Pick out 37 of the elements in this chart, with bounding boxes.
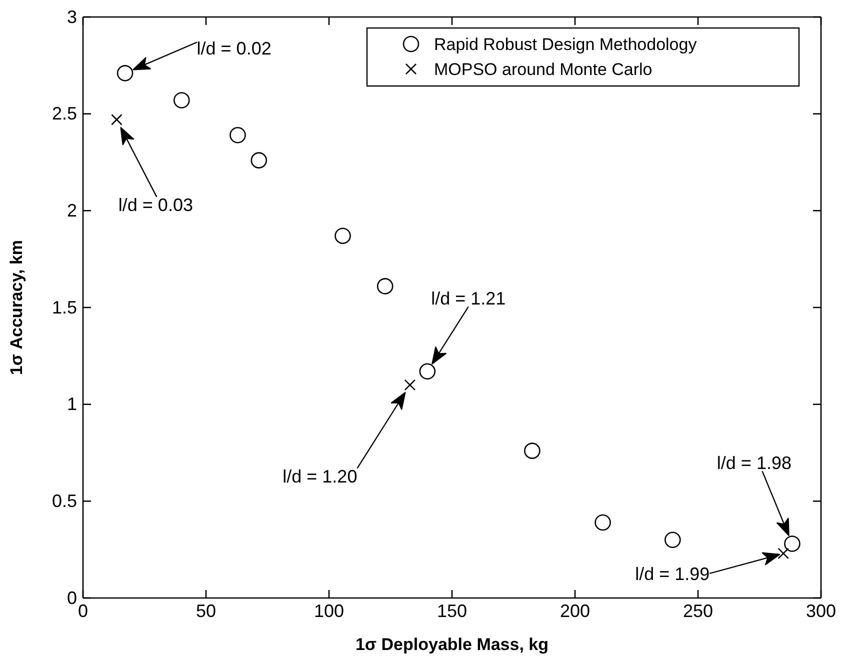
point (116, 65, 134, 82)
point (334, 228, 351, 244)
point (594, 514, 611, 531)
x-tick-label: 250 (682, 600, 714, 621)
y-tick-label: 2.5 (52, 104, 77, 124)
y-tick-label: 3 (66, 6, 77, 27)
point (230, 126, 246, 144)
annotation: l/d = 0.03 (118, 194, 193, 215)
point (784, 536, 800, 552)
y-tick-label: 1.5 (52, 297, 77, 318)
annotation: l/d = 1.98 (716, 453, 792, 474)
x-tick-label: 100 (314, 600, 344, 621)
annotation: l/d = 1.20 (282, 466, 358, 486)
y-tick-label: 1 (66, 394, 77, 414)
point (524, 442, 540, 459)
point (664, 532, 681, 548)
legend-label: MOPSO around Monte Carlo (434, 60, 652, 79)
x-tick-label: 200 (560, 600, 590, 621)
x-tick-label: 150 (436, 600, 468, 621)
x-tick-label: 50 (196, 600, 216, 621)
y-tick-label: 2 (66, 200, 77, 220)
x-axis-title: 1σ Deployable Mass, kg (355, 635, 549, 654)
point (111, 114, 122, 126)
point (376, 278, 394, 294)
y-tick-label: 0.5 (52, 490, 77, 511)
y-axis-title: 1σ Accuracy, km (7, 240, 26, 376)
annotation: l/d = 1.21 (431, 288, 506, 309)
point (250, 152, 268, 168)
x-tick-label: 300 (806, 600, 836, 621)
legend-label: Rapid Robust Design Methodology (434, 34, 698, 54)
point (173, 92, 190, 108)
annotation: l/d = 0.02 (196, 38, 272, 58)
annotation: l/d = 1.99 (635, 564, 710, 584)
point (778, 548, 790, 560)
point (419, 363, 436, 380)
y-tick-label: 0 (66, 588, 77, 608)
point (404, 379, 416, 391)
